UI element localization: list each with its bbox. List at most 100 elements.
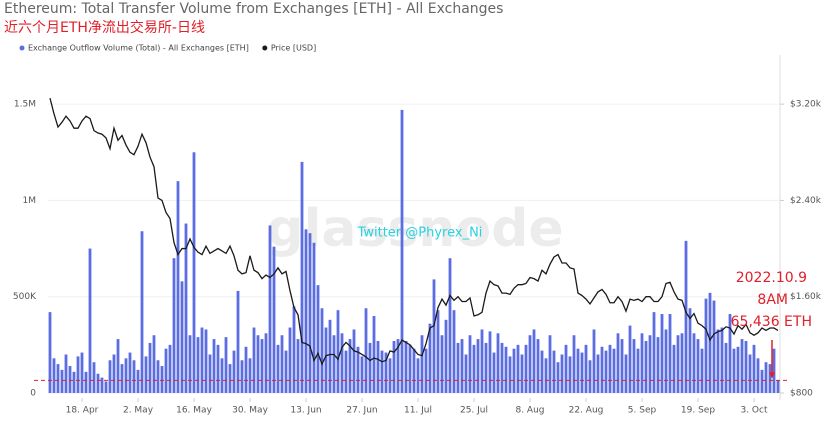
bar xyxy=(532,329,536,393)
bar xyxy=(388,358,392,393)
bar xyxy=(172,258,176,393)
bar xyxy=(280,335,284,393)
x-tick-label: 18. Apr xyxy=(66,406,99,416)
bar xyxy=(440,335,444,393)
bar xyxy=(312,242,316,393)
bar xyxy=(700,348,704,393)
bar xyxy=(112,354,116,393)
bar xyxy=(364,308,368,393)
bar xyxy=(196,337,200,393)
bar xyxy=(204,329,208,393)
bar xyxy=(416,358,420,393)
bar xyxy=(344,350,348,393)
bar xyxy=(704,298,708,393)
bar xyxy=(444,319,448,393)
bar xyxy=(152,335,156,393)
bar xyxy=(268,225,272,393)
bar xyxy=(176,181,180,393)
bar xyxy=(180,281,184,393)
bar xyxy=(540,350,544,393)
bar xyxy=(72,371,76,393)
credit: Twitter @Phyrex_Ni xyxy=(357,226,483,241)
bar xyxy=(708,292,712,393)
bar xyxy=(676,335,680,393)
bar xyxy=(260,339,264,393)
bar xyxy=(548,335,552,393)
bar xyxy=(504,346,508,393)
bar xyxy=(324,327,328,393)
bar xyxy=(456,342,460,393)
x-tick-label: 22. Aug xyxy=(569,406,604,416)
x-tick-label: 3. Oct xyxy=(740,406,767,416)
bar xyxy=(48,312,52,393)
bar xyxy=(124,358,128,393)
bar xyxy=(564,344,568,393)
bar xyxy=(612,348,616,393)
bar xyxy=(768,364,772,393)
bar xyxy=(636,348,640,393)
bar xyxy=(556,362,560,393)
x-tick-label: 25. Jul xyxy=(460,406,488,416)
bar xyxy=(168,344,172,393)
bar xyxy=(148,342,152,393)
bar xyxy=(272,246,276,393)
bar xyxy=(332,335,336,393)
bar xyxy=(544,358,548,393)
y2-tick-label: $1.60k xyxy=(790,292,822,302)
y-tick-label: 0 xyxy=(30,389,36,399)
bar xyxy=(752,344,756,393)
bar xyxy=(484,342,488,393)
y-tick-label: 500K xyxy=(13,292,37,302)
bar xyxy=(688,308,692,393)
bar xyxy=(472,344,476,393)
bar xyxy=(192,152,196,393)
bar xyxy=(692,333,696,393)
bar xyxy=(520,354,524,393)
x-tick-label: 2. May xyxy=(123,406,154,416)
bar xyxy=(420,335,424,393)
bar xyxy=(628,325,632,393)
bar xyxy=(96,373,100,393)
bar xyxy=(460,339,464,393)
bar xyxy=(356,346,360,393)
bar xyxy=(320,308,324,393)
bar xyxy=(508,356,512,393)
bar xyxy=(140,231,144,393)
bar xyxy=(580,352,584,393)
bar xyxy=(640,333,644,393)
y2-tick-label: $800 xyxy=(790,389,813,399)
bar xyxy=(64,354,68,393)
x-tick-label: 16. May xyxy=(176,406,212,416)
bar xyxy=(428,323,432,393)
bar xyxy=(292,306,296,393)
legend-label: Exchange Outflow Volume (Total) - All Ex… xyxy=(28,44,249,53)
bar xyxy=(572,335,576,393)
bar xyxy=(432,279,436,393)
watermark: glassnode xyxy=(266,199,563,259)
chart-title: Ethereum: Total Transfer Volume from Exc… xyxy=(4,1,503,17)
bar xyxy=(256,335,260,393)
bar xyxy=(672,344,676,393)
bar xyxy=(212,339,216,393)
bar xyxy=(664,329,668,393)
bar xyxy=(536,339,540,393)
bar xyxy=(528,335,532,393)
bar xyxy=(448,258,452,393)
x-tick-label: 30. May xyxy=(232,406,268,416)
bar xyxy=(300,161,304,393)
bar xyxy=(776,380,780,393)
bar xyxy=(600,346,604,393)
bar xyxy=(772,348,776,393)
bar xyxy=(264,333,268,393)
bar xyxy=(80,352,84,393)
bar xyxy=(740,339,744,393)
bar xyxy=(648,335,652,393)
bar xyxy=(596,354,600,393)
bar xyxy=(668,314,672,393)
bar xyxy=(304,229,308,393)
bar xyxy=(156,360,160,393)
bar xyxy=(496,333,500,393)
bar xyxy=(52,358,56,393)
bar xyxy=(400,109,404,394)
